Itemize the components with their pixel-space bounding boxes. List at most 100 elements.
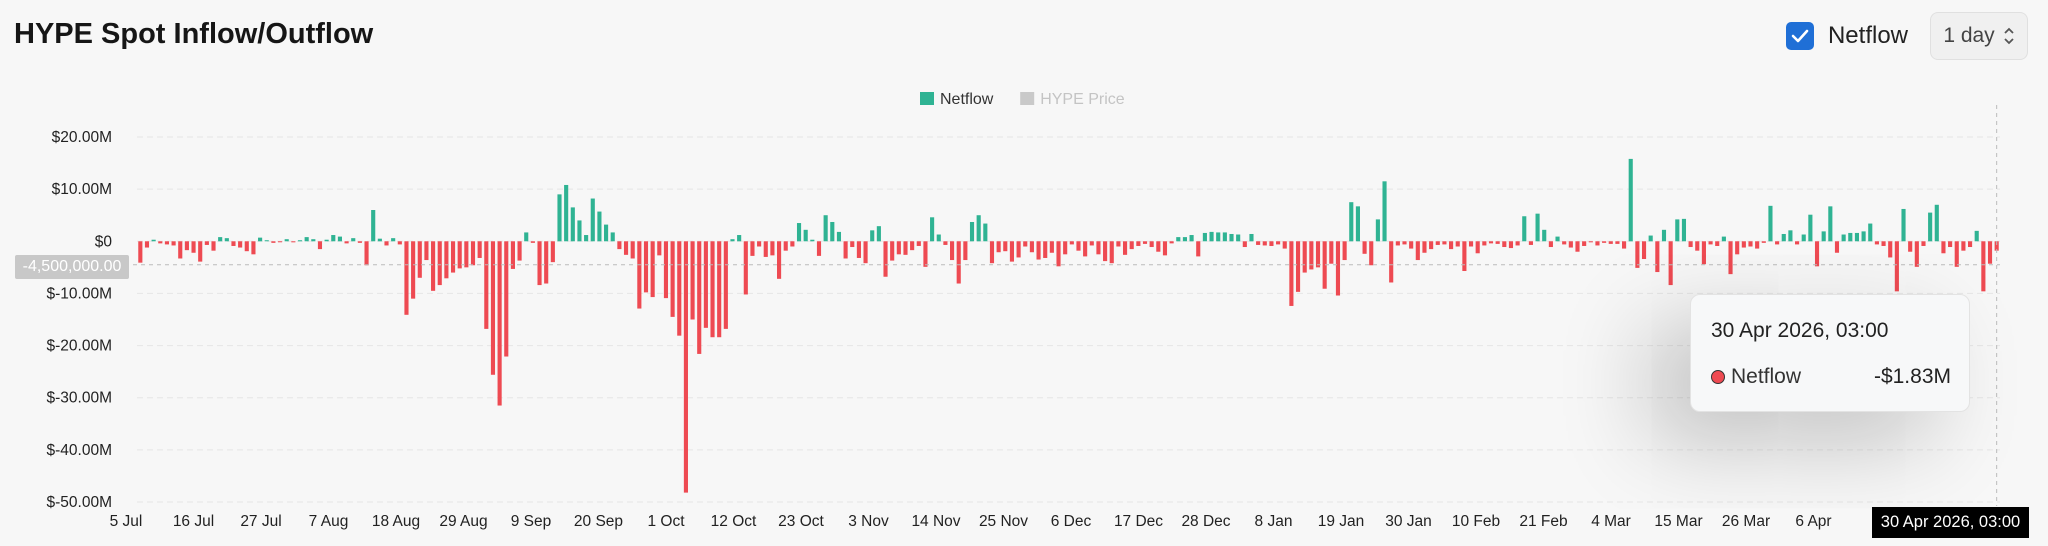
netflow-bar — [1868, 223, 1873, 242]
netflow-bar — [949, 241, 955, 261]
netflow-bar — [604, 224, 609, 242]
netflow-bar — [1901, 208, 1906, 242]
netflow-bar — [657, 241, 662, 256]
netflow-bar — [1229, 233, 1234, 242]
netflow-bar — [630, 241, 635, 259]
netflow-bar — [1881, 241, 1886, 246]
netflow-bar — [1056, 241, 1061, 267]
netflow-bar — [258, 237, 263, 242]
netflow-bar — [1402, 241, 1407, 245]
netflow-bar — [1622, 241, 1627, 249]
netflow-bar — [989, 241, 995, 264]
netflow-bar — [171, 241, 176, 246]
chart-tooltip: 30 Apr 2026, 03:00 Netflow -$1.83M — [1690, 294, 1970, 412]
netflow-bar — [969, 221, 975, 242]
netflow-bar — [1967, 241, 1973, 248]
netflow-bar — [1681, 218, 1687, 242]
netflow-bar — [683, 241, 688, 493]
netflow-bar — [803, 229, 808, 242]
netflow-bar — [1302, 241, 1307, 273]
netflow-bar — [1242, 241, 1247, 248]
netflow-bar — [544, 241, 549, 284]
netflow-bar — [1482, 241, 1487, 246]
netflow-bar — [1775, 241, 1780, 245]
netflow-bar — [1921, 241, 1926, 246]
netflow-bar — [1442, 241, 1447, 245]
netflow-bar — [1189, 235, 1194, 242]
chart-controls: Netflow 1 day — [1785, 12, 2028, 60]
netflow-bar — [890, 241, 895, 261]
netflow-bar — [524, 232, 529, 242]
netflow-bar — [1488, 241, 1494, 244]
tooltip-row: Netflow -$1.83M — [1711, 365, 1951, 389]
netflow-bar — [1069, 241, 1074, 245]
netflow-bar — [1888, 241, 1893, 258]
legend-label-0[interactable]: Netflow — [940, 91, 994, 108]
netflow-bar — [863, 241, 868, 264]
netflow-bar — [876, 226, 881, 242]
netflow-bar — [1389, 241, 1394, 283]
netflow-bar — [431, 241, 436, 291]
netflow-bar — [670, 241, 675, 317]
netflow-bar — [1655, 241, 1660, 273]
netflow-bar — [1948, 241, 1953, 248]
netflow-bar — [796, 223, 802, 242]
netflow-bar — [1728, 241, 1733, 275]
netflow-bar — [1768, 205, 1773, 242]
netflow-bar — [198, 241, 203, 262]
legend-label-1[interactable]: HYPE Price — [1040, 91, 1125, 108]
x-tick-label: 20 Sep — [574, 513, 623, 530]
x-tick-label: 25 Nov — [979, 513, 1028, 530]
netflow-bar — [144, 241, 150, 248]
netflow-bar — [244, 241, 249, 252]
chart-title: HYPE Spot Inflow/Outflow — [14, 18, 374, 50]
netflow-bar — [1701, 241, 1706, 265]
x-tick-label: 29 Aug — [439, 513, 487, 530]
netflow-bar — [297, 240, 303, 242]
x-tick-label: 19 Jan — [1318, 513, 1365, 530]
netflow-bar — [470, 241, 476, 266]
netflow-bar — [823, 215, 828, 242]
x-tick-label: 18 Aug — [372, 513, 420, 530]
interval-select[interactable]: 1 day — [1930, 12, 2028, 60]
netflow-bar — [1934, 204, 1939, 242]
netflow-bar — [923, 241, 928, 267]
netflow-bar — [1422, 241, 1427, 253]
netflow-bar — [1142, 241, 1148, 244]
netflow-bar — [1761, 241, 1766, 243]
netflow-bar — [317, 241, 323, 250]
legend-swatch — [1020, 92, 1035, 105]
netflow-bar — [510, 241, 515, 269]
netflow-bar — [703, 241, 708, 328]
netflow-bar — [956, 241, 961, 284]
netflow-bar — [504, 241, 509, 357]
x-tick-label: 17 Dec — [1114, 513, 1163, 530]
netflow-bar — [1455, 241, 1460, 247]
netflow-bar — [557, 194, 562, 242]
netflow-bar — [344, 241, 349, 244]
netflow-bar — [983, 223, 988, 242]
netflow-bar — [1276, 241, 1281, 245]
netflow-bar — [1315, 241, 1321, 268]
netflow-bar — [550, 241, 555, 263]
netflow-bar — [1382, 181, 1387, 242]
netflow-bar — [830, 221, 835, 242]
netflow-bar — [1741, 241, 1746, 248]
netflow-bar — [1695, 241, 1700, 251]
netflow-bar — [730, 239, 735, 242]
checkmark-icon — [1791, 29, 1809, 43]
netflow-bar — [564, 184, 569, 242]
netflow-checkbox[interactable] — [1785, 22, 1814, 50]
netflow-bar — [856, 241, 861, 258]
netflow-bar — [637, 241, 642, 309]
netflow-bar — [1562, 241, 1567, 245]
netflow-bar — [1162, 241, 1168, 256]
netflow-bar — [763, 241, 768, 257]
netflow-bar — [1628, 158, 1633, 242]
netflow-bar — [1961, 241, 1966, 251]
netflow-bar — [623, 241, 629, 255]
netflow-bar — [151, 239, 156, 242]
netflow-bar — [1648, 235, 1653, 242]
netflow-toggle-label[interactable]: Netflow — [1827, 22, 1908, 49]
